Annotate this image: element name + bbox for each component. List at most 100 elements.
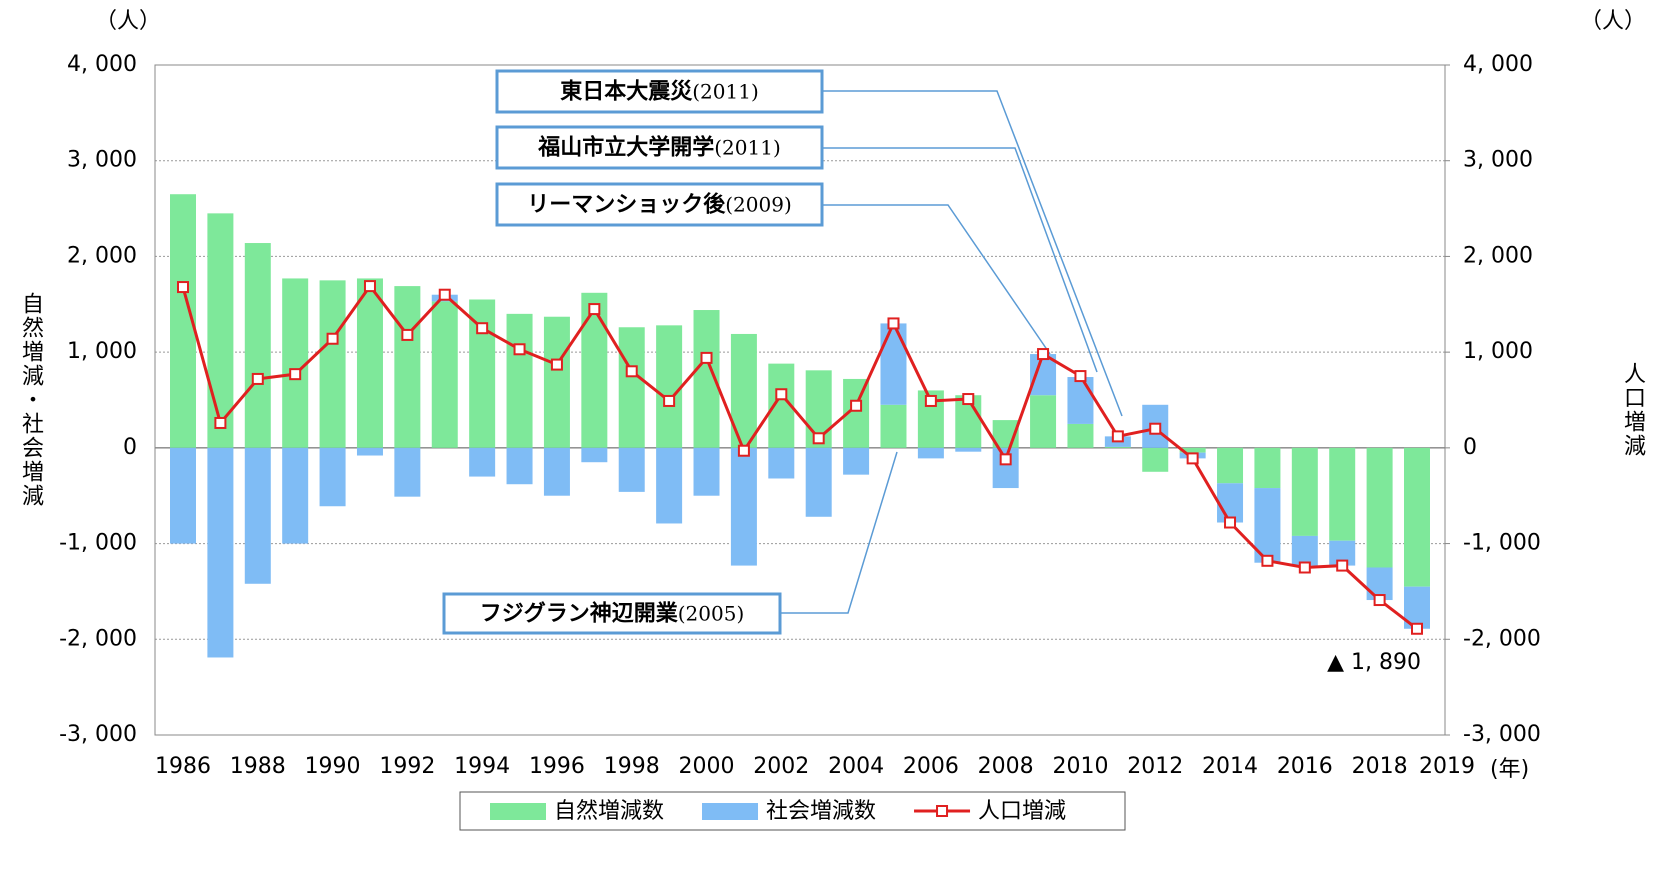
line-marker	[1373, 594, 1386, 607]
line-marker	[887, 317, 900, 330]
x-tick-label: 1992	[379, 754, 435, 779]
bar	[1104, 446, 1131, 448]
bar	[656, 325, 683, 448]
end-label: ▲ 1, 890	[1327, 650, 1421, 675]
annotation-line	[822, 204, 1051, 355]
x-tick-label: 2010	[1052, 754, 1108, 779]
bar	[768, 447, 795, 479]
bar	[1142, 447, 1169, 472]
y2-tick-label: 2, 000	[1463, 243, 1533, 268]
x-tick-label: 1998	[604, 754, 660, 779]
bar	[506, 313, 533, 448]
y-tick-label: 0	[123, 435, 137, 460]
x-tick-label: 2016	[1277, 754, 1333, 779]
y2-label: 人口増減	[1620, 362, 1646, 458]
bar	[1067, 377, 1094, 424]
x-tick-label: 2019	[1419, 754, 1475, 779]
annotation-label: 東日本大震災	[560, 80, 693, 105]
bar	[1291, 447, 1318, 536]
line-series	[181, 283, 1418, 630]
annotation-label: リーマンショック後	[527, 192, 726, 218]
annotation: 福山市立大学開学(2011)	[537, 135, 781, 161]
y-unit: （人）	[95, 9, 161, 34]
line-marker	[363, 280, 376, 293]
bar	[880, 323, 907, 405]
legend-swatch	[490, 803, 546, 820]
x-tick-label: 1990	[305, 754, 361, 779]
legend-label: 社会増減数	[766, 799, 876, 824]
bar	[693, 447, 720, 496]
annotations	[780, 90, 1123, 614]
legend-label: 自然増減数	[554, 799, 664, 824]
x-tick-label: 2014	[1202, 754, 1258, 779]
annotation-year: (2005)	[678, 601, 745, 625]
y-tick-label: 1, 000	[67, 339, 137, 364]
bar	[1030, 395, 1057, 448]
bar	[618, 447, 645, 492]
bar	[282, 278, 309, 448]
annotation-box	[442, 592, 782, 635]
bar	[282, 447, 309, 544]
annotation: リーマンショック後(2009)	[527, 192, 792, 218]
bar	[618, 327, 645, 448]
line-marker	[850, 399, 863, 412]
line-marker	[924, 394, 937, 407]
legend-box	[459, 791, 1126, 831]
y2-unit: （人）	[1580, 9, 1646, 34]
annotation-box	[495, 182, 824, 227]
x-tick-label: 2006	[903, 754, 959, 779]
line-marker	[1037, 348, 1050, 361]
bar	[1291, 535, 1318, 566]
line-marker	[1298, 561, 1311, 574]
line-marker	[1336, 559, 1349, 572]
bar	[581, 292, 608, 448]
y-tick-label: 3, 000	[67, 148, 137, 173]
bar	[469, 447, 496, 477]
line-marker	[812, 432, 825, 445]
line-marker	[999, 453, 1012, 466]
line-marker	[737, 444, 750, 457]
annotation-year: (2011)	[692, 79, 759, 103]
bar	[543, 316, 570, 448]
bar	[805, 447, 832, 517]
legend-label: 人口増減	[978, 799, 1066, 824]
bar	[730, 447, 757, 566]
bar	[1217, 447, 1244, 484]
x-tick-label: 2012	[1127, 754, 1183, 779]
x-tick-label: 2008	[978, 754, 1034, 779]
y-tick-label: 2, 000	[67, 243, 137, 268]
line-marker	[326, 332, 339, 345]
line-marker	[1111, 430, 1124, 443]
annotation-line	[822, 147, 1098, 373]
line-marker	[476, 322, 489, 335]
bar	[843, 447, 870, 475]
bar	[431, 301, 458, 448]
bar	[207, 447, 234, 658]
x-tick-label: 2002	[753, 754, 809, 779]
bar	[1366, 447, 1393, 568]
y-tick-label: 4, 000	[67, 52, 137, 77]
x-tick-label: 1994	[454, 754, 510, 779]
line-marker	[962, 393, 975, 406]
y-tick-label: -3, 000	[59, 722, 137, 747]
line-marker	[625, 365, 638, 378]
line-marker	[1261, 554, 1274, 567]
line-marker	[1186, 452, 1199, 465]
y2-tick-label: -1, 000	[1463, 531, 1541, 556]
bar	[1179, 447, 1206, 453]
line-marker	[700, 351, 713, 364]
y-label: 自然増減・社会増減	[18, 292, 44, 508]
x-tick-label: 2018	[1352, 754, 1408, 779]
x-tick-label: 2004	[828, 754, 884, 779]
bar	[1217, 483, 1244, 523]
bar	[319, 447, 346, 507]
legend-swatch	[702, 803, 759, 820]
bar	[581, 447, 608, 463]
bar	[207, 213, 234, 448]
line-marker	[775, 388, 788, 401]
bar	[1254, 447, 1281, 489]
y2-tick-label: 1, 000	[1463, 339, 1533, 364]
line-marker	[1074, 370, 1087, 383]
